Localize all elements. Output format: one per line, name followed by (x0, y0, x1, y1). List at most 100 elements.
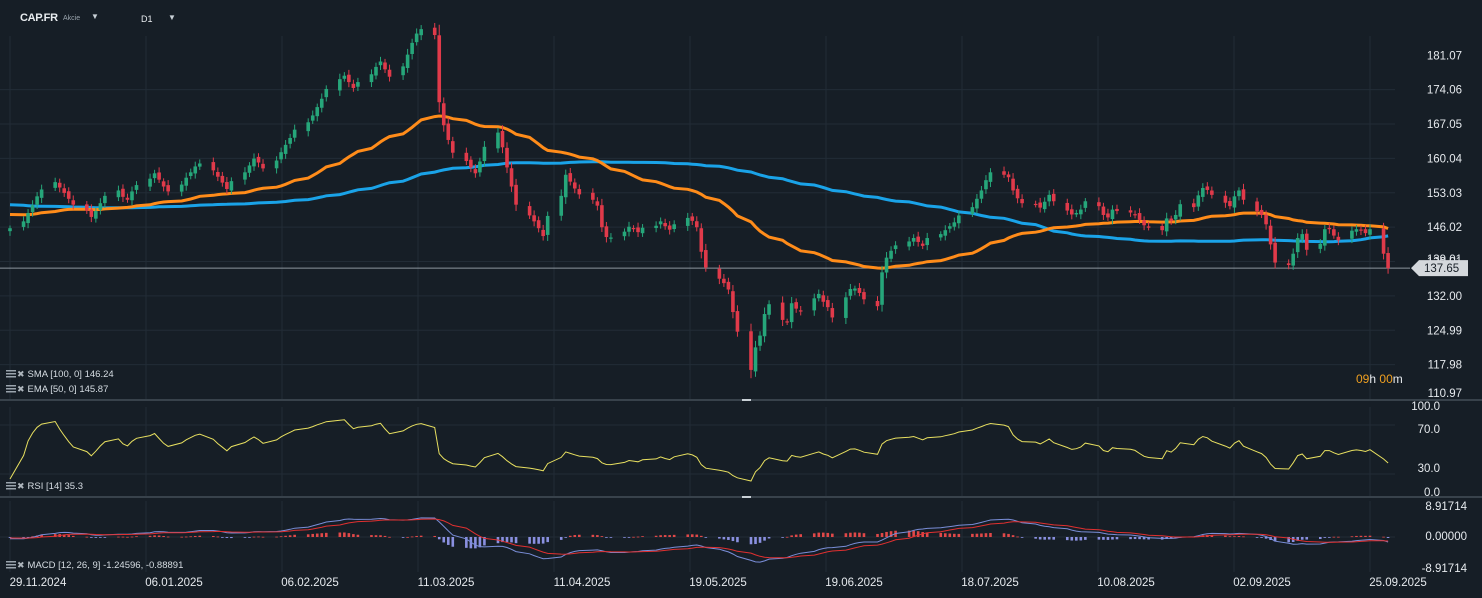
candle-body (98, 203, 103, 210)
candle-body (414, 33, 419, 43)
candle-body (943, 230, 948, 236)
candle-body (762, 314, 767, 337)
macd-histogram-bar (663, 535, 667, 537)
candle-body (893, 245, 898, 250)
candle-body (780, 302, 785, 320)
macd-histogram-bar (352, 534, 355, 537)
symbol-dropdown-icon[interactable]: ▼ (91, 12, 99, 21)
macd-histogram-bar (293, 534, 296, 537)
remove-indicator-icon[interactable]: ✖ (17, 560, 25, 570)
macd-histogram-bar (1138, 537, 1141, 540)
macd-histogram-bar (1273, 537, 1277, 542)
remove-indicator-icon[interactable]: ✖ (17, 369, 25, 379)
candle-body (26, 213, 30, 224)
macd-signal-line (9, 518, 1389, 559)
macd-histogram-bar (1255, 537, 1259, 538)
candle-body (410, 42, 414, 54)
candle-body (1255, 201, 1259, 212)
candle-body (1354, 229, 1359, 232)
date-tick-label: 11.03.2025 (418, 577, 475, 589)
price-tick-label: 167.05 (1427, 119, 1462, 131)
candle-body (383, 62, 387, 70)
sma-legend: ✖ SMA [100, 0] 146.24 (6, 369, 114, 380)
candle-body (243, 172, 247, 180)
candle-body (920, 243, 925, 246)
candle-body (1142, 220, 1146, 226)
macd-histogram-bar (94, 537, 98, 538)
price-tick-label: 124.99 (1427, 325, 1462, 337)
macd-histogram-bar (672, 534, 676, 537)
macd-histogram-bar (1070, 537, 1074, 541)
candle-body (432, 27, 437, 36)
candle-body (148, 178, 152, 187)
candle-body (970, 207, 975, 214)
candle-body (812, 298, 817, 311)
candle-body (622, 231, 627, 237)
macd-histogram-bar (1065, 537, 1069, 541)
candle-body (848, 289, 853, 296)
macd-histogram-bar (388, 536, 391, 538)
candle-body (1323, 229, 1327, 246)
candle-body (722, 278, 726, 284)
remove-indicator-icon[interactable]: ✖ (17, 384, 25, 394)
candle-body (631, 227, 636, 230)
candle-body (1020, 199, 1024, 204)
indicator-settings-icon[interactable] (6, 482, 16, 490)
indicator-settings-icon[interactable] (6, 385, 16, 393)
candle-body (1228, 201, 1232, 207)
countdown-minutes-unit: m (1392, 372, 1403, 386)
price-tick-label: 132.00 (1427, 291, 1462, 303)
macd-histogram-bar (853, 532, 857, 537)
remove-indicator-icon[interactable]: ✖ (17, 481, 25, 491)
candle-body (1047, 194, 1052, 202)
macd-histogram-bar (1133, 537, 1137, 540)
macd-histogram-bar (324, 532, 328, 537)
macd-histogram-bar (166, 536, 170, 538)
indicator-settings-icon[interactable] (6, 370, 16, 378)
candle-body (1264, 214, 1268, 225)
candle-body (288, 137, 292, 144)
candle-body (1164, 218, 1169, 232)
candle-body (184, 177, 189, 186)
macd-histogram-bar (406, 536, 409, 538)
candle-body (1237, 190, 1241, 197)
candle-body (319, 98, 324, 108)
macd-histogram-bar (383, 535, 387, 537)
candle-body (405, 54, 410, 69)
macd-histogram-bar (279, 536, 283, 538)
candle-body (685, 217, 690, 226)
candle-body (103, 195, 107, 204)
candle-body (699, 228, 704, 252)
candle-body (1101, 206, 1106, 215)
macd-histogram-bar (248, 537, 251, 538)
ema-line (9, 114, 1389, 270)
macd-histogram-bar (230, 537, 233, 539)
rsi-tick-label: 0.0 (1424, 487, 1440, 499)
macd-histogram-bar (514, 537, 518, 544)
timeframe-dropdown-icon[interactable]: ▼ (168, 13, 176, 22)
candle-body (984, 180, 988, 190)
macd-histogram-bar (1318, 537, 1322, 539)
candle-body (229, 181, 234, 191)
candle-body (324, 88, 329, 98)
candle-body (306, 122, 311, 132)
candle-body (1273, 242, 1277, 263)
macd-histogram-bar (573, 535, 577, 537)
macd-histogram-bar (306, 534, 310, 537)
indicator-settings-icon[interactable] (6, 561, 16, 569)
macd-tick-label: 0.00000 (1425, 531, 1467, 543)
macd-histogram-bar (243, 537, 247, 538)
candle-body (121, 188, 125, 197)
macd-histogram-bar (1052, 537, 1056, 540)
timeframe-selector[interactable]: D1 (141, 14, 153, 24)
candle-body (256, 156, 261, 163)
candle-body (57, 182, 62, 188)
macd-histogram-bar (889, 531, 893, 537)
symbol-name[interactable]: CAP.FR (20, 12, 58, 24)
candle-body (577, 189, 582, 195)
macd-histogram-bar (1106, 537, 1110, 540)
symbol-type: Akcie (63, 15, 81, 22)
candle-body (1097, 202, 1101, 207)
macd-histogram-bar (1034, 537, 1037, 539)
